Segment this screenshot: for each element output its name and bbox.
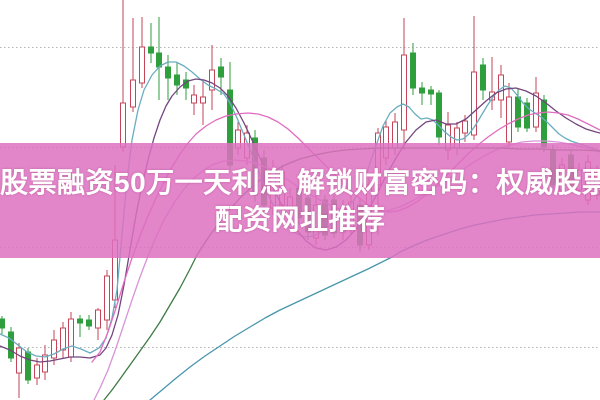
ad-banner-text-line2: 配资网址推荐 <box>214 203 386 235</box>
ad-banner[interactable]: 股票融资50万一天利息 解锁财富密码：权威股票 配资网址推荐 <box>0 143 600 258</box>
candle-down <box>428 86 434 105</box>
candle-down <box>410 43 416 95</box>
candle-up <box>200 80 206 125</box>
candle-up <box>16 343 22 398</box>
candle-down <box>165 55 171 100</box>
candle-up <box>506 83 512 148</box>
candle-up <box>104 270 110 330</box>
candle-down <box>0 316 5 334</box>
candle-down <box>419 82 425 105</box>
candle-up <box>51 330 57 365</box>
candle-up <box>533 77 539 132</box>
candle-up <box>42 345 48 380</box>
candle-up <box>401 18 407 150</box>
candle-down <box>183 72 189 100</box>
candle-up <box>130 18 136 112</box>
candle-down <box>8 327 14 362</box>
candle-down <box>77 315 83 337</box>
candle-down <box>218 58 224 95</box>
candle-up <box>209 45 215 110</box>
candle-up <box>68 312 74 362</box>
ad-banner-text-line1: 股票融资50万一天利息 解锁财富密码：权威股票 <box>0 166 600 198</box>
candle-down <box>148 23 154 63</box>
candle-up <box>60 322 66 358</box>
candle-down <box>436 90 442 145</box>
candle-down <box>156 17 162 100</box>
candle-up <box>139 17 145 88</box>
candle-up <box>471 16 477 140</box>
candle-down <box>86 315 92 330</box>
candle-up <box>95 308 101 340</box>
candle-down <box>480 58 486 100</box>
candle-up <box>191 85 197 115</box>
candle-up <box>120 0 126 152</box>
